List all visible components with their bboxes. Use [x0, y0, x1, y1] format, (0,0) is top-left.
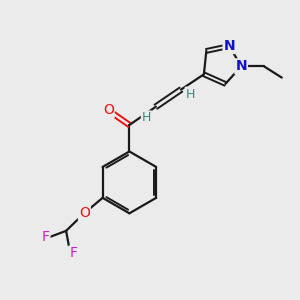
Text: O: O — [79, 206, 90, 220]
Text: N: N — [235, 59, 247, 74]
Text: F: F — [69, 247, 77, 260]
Text: H: H — [186, 88, 195, 100]
Text: F: F — [41, 230, 50, 244]
Text: O: O — [103, 103, 114, 117]
Text: H: H — [142, 111, 151, 124]
Text: N: N — [224, 39, 235, 53]
